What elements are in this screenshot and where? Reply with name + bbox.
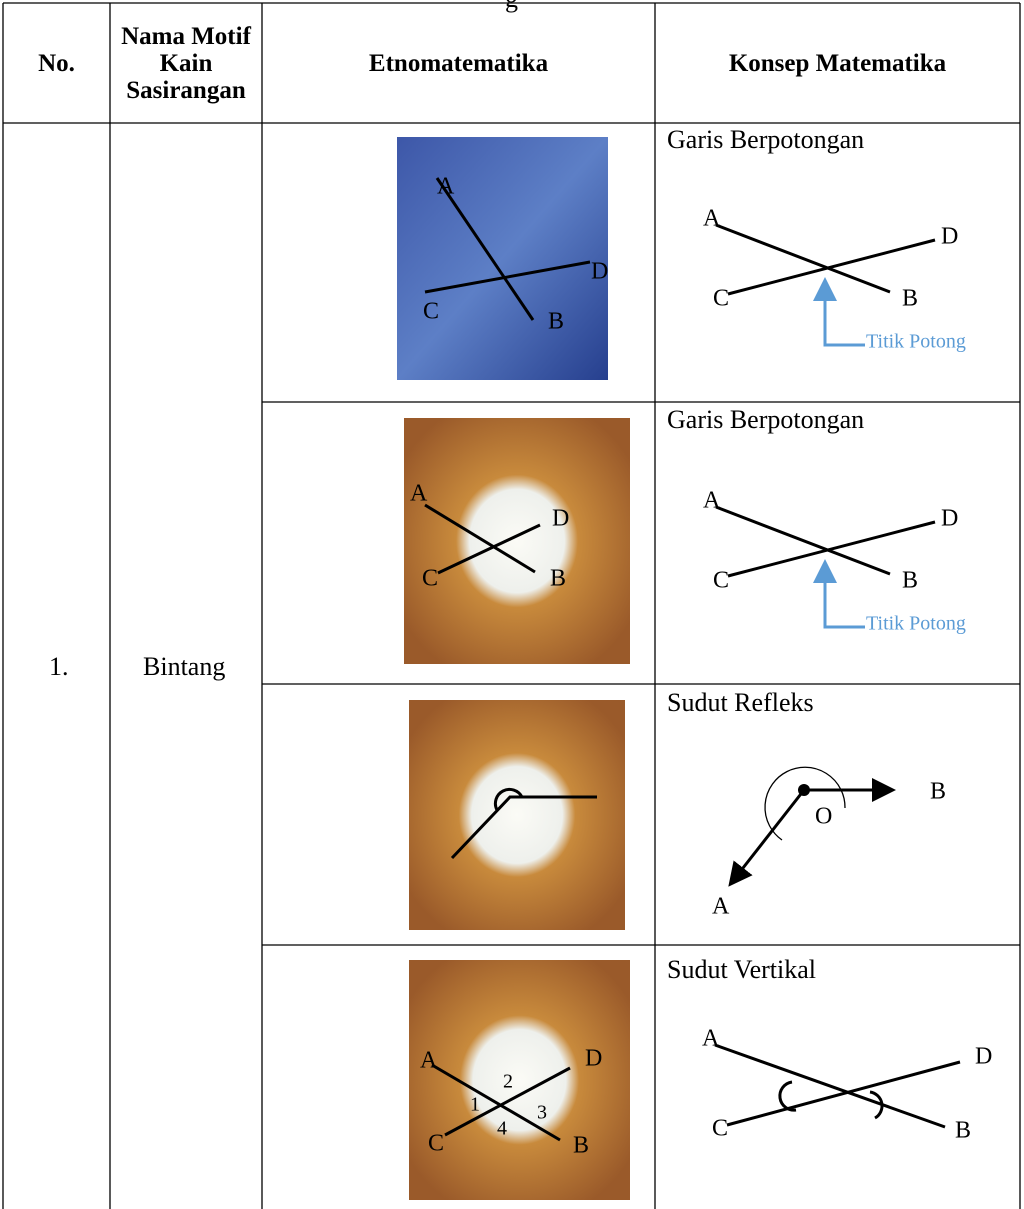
diagram-label: B — [930, 779, 946, 805]
header: Konsep Matematika — [728, 49, 947, 77]
photo-label: 3 — [537, 1102, 547, 1124]
concept: Sudut Vertikal — [667, 955, 817, 984]
figure-lines — [424, 177, 961, 1142]
diagram-label: A — [712, 894, 730, 920]
diagram-label: A — [702, 1026, 720, 1052]
photo — [397, 137, 608, 380]
arrow — [813, 277, 865, 629]
photo-label: D — [591, 259, 608, 285]
photo-label: 4 — [497, 1118, 507, 1140]
photo-label: A — [410, 481, 428, 507]
diagram-label: B — [902, 286, 918, 312]
photo-label: 2 — [503, 1071, 513, 1093]
diagram-label: C — [713, 286, 729, 312]
photo-label: 1 — [470, 1094, 480, 1116]
concept: Garis Berpotongan — [667, 125, 865, 154]
header: Nama Motif Kain Sasirangan — [121, 22, 251, 104]
diagram-label: A — [703, 488, 721, 514]
diagram-label: O — [815, 804, 832, 830]
photo-label: C — [428, 1131, 444, 1157]
photo-label: B — [548, 309, 564, 335]
diagram-label: C — [713, 568, 729, 594]
diagram-label: B — [955, 1118, 971, 1144]
photo-label: D — [585, 1046, 602, 1072]
motif-name: Bintang — [143, 652, 226, 681]
photo-label: B — [573, 1133, 589, 1159]
diagram-label: D — [975, 1044, 992, 1070]
concept: Garis Berpotongan — [667, 405, 865, 434]
point — [798, 784, 810, 796]
photo-label: D — [552, 506, 569, 532]
row-number: 1. — [49, 652, 69, 681]
photo — [409, 960, 630, 1200]
photo-label: C — [422, 566, 438, 592]
photo-label: A — [420, 1048, 438, 1074]
photo-label: C — [423, 299, 439, 325]
diagram-label: A — [703, 206, 721, 232]
photo-label: A — [437, 174, 455, 200]
header: Etnomatematika — [368, 49, 549, 77]
photo — [404, 418, 630, 664]
diagram-label: B — [902, 568, 918, 594]
diagram-label: D — [941, 506, 958, 532]
concept: Sudut Refleks — [667, 688, 814, 717]
photo-label: B — [550, 566, 566, 592]
diagram-label: Titik Potong — [866, 331, 966, 353]
diagram-label: C — [712, 1116, 728, 1142]
caption-fragment: g — [505, 0, 518, 14]
photo — [409, 700, 625, 930]
diagram-label: D — [941, 224, 958, 250]
diagram-label: Titik Potong — [866, 613, 966, 635]
header: No. — [38, 49, 75, 77]
